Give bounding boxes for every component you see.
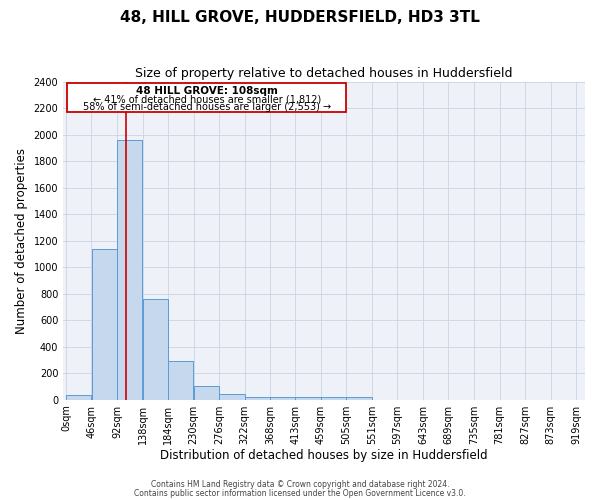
Text: ← 41% of detached houses are smaller (1,812): ← 41% of detached houses are smaller (1,… bbox=[92, 94, 321, 104]
Bar bbox=[346, 397, 371, 400]
Bar bbox=[295, 397, 320, 400]
Bar bbox=[66, 395, 91, 400]
Text: 48 HILL GROVE: 108sqm: 48 HILL GROVE: 108sqm bbox=[136, 86, 278, 96]
Bar bbox=[321, 397, 346, 400]
Bar bbox=[67, 83, 346, 112]
Bar bbox=[168, 360, 193, 400]
X-axis label: Distribution of detached houses by size in Huddersfield: Distribution of detached houses by size … bbox=[160, 450, 488, 462]
Bar bbox=[143, 299, 168, 400]
Text: 48, HILL GROVE, HUDDERSFIELD, HD3 3TL: 48, HILL GROVE, HUDDERSFIELD, HD3 3TL bbox=[120, 10, 480, 25]
Title: Size of property relative to detached houses in Huddersfield: Size of property relative to detached ho… bbox=[136, 68, 513, 80]
Bar bbox=[117, 140, 142, 400]
Text: 58% of semi-detached houses are larger (2,553) →: 58% of semi-detached houses are larger (… bbox=[83, 102, 331, 112]
Bar bbox=[220, 394, 245, 400]
Bar bbox=[245, 397, 270, 400]
Y-axis label: Number of detached properties: Number of detached properties bbox=[15, 148, 28, 334]
Text: Contains HM Land Registry data © Crown copyright and database right 2024.: Contains HM Land Registry data © Crown c… bbox=[151, 480, 449, 489]
Text: Contains public sector information licensed under the Open Government Licence v3: Contains public sector information licen… bbox=[134, 488, 466, 498]
Bar bbox=[194, 386, 219, 400]
Bar bbox=[92, 248, 117, 400]
Bar bbox=[271, 397, 296, 400]
